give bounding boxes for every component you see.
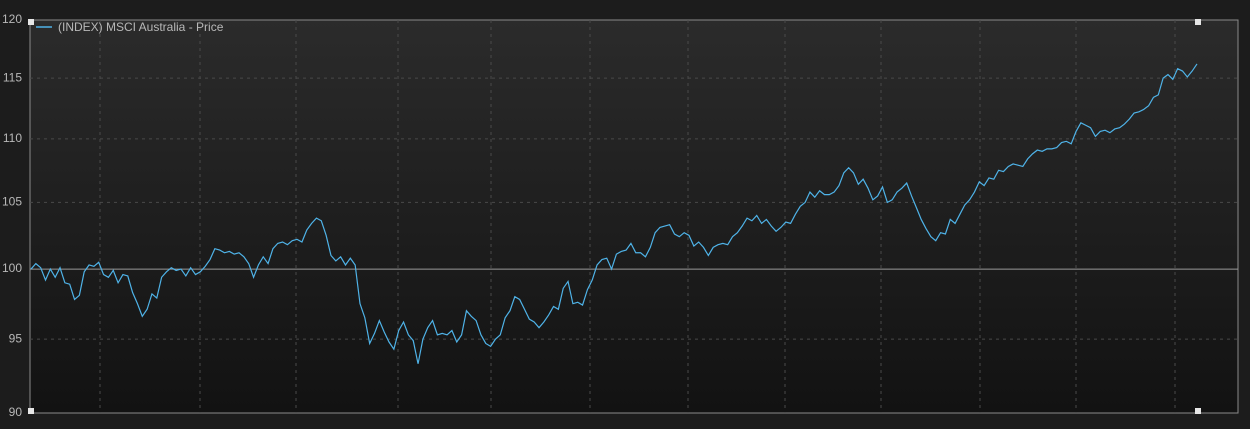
y-tick-label: 115 [3,70,22,84]
y-tick-label: 110 [3,131,22,145]
y-tick-label: 120 [2,12,22,26]
handle [28,19,34,25]
price-line [30,63,1198,364]
handle [1195,19,1201,25]
y-tick-label: 105 [2,195,22,209]
handle [28,408,34,414]
plot-area [29,19,1239,414]
y-tick-label: 100 [2,261,22,275]
y-tick-label: 95 [9,331,23,345]
handle [1195,408,1201,414]
y-tick-label: 90 [9,405,23,419]
legend-label: (INDEX) MSCI Australia - Price [58,20,224,34]
vertical-grid [99,20,1176,413]
